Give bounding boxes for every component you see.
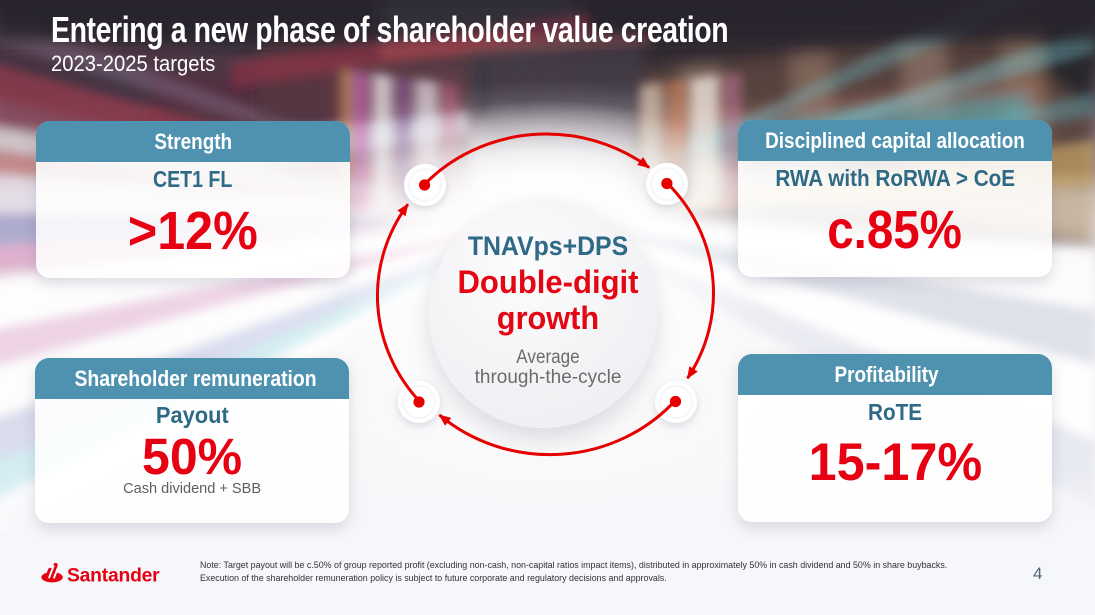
svg-text:Santander: Santander — [67, 566, 160, 587]
